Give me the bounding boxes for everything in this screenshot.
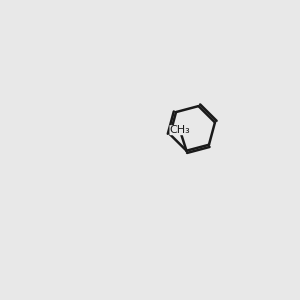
Text: CH₃: CH₃ [169, 125, 190, 135]
